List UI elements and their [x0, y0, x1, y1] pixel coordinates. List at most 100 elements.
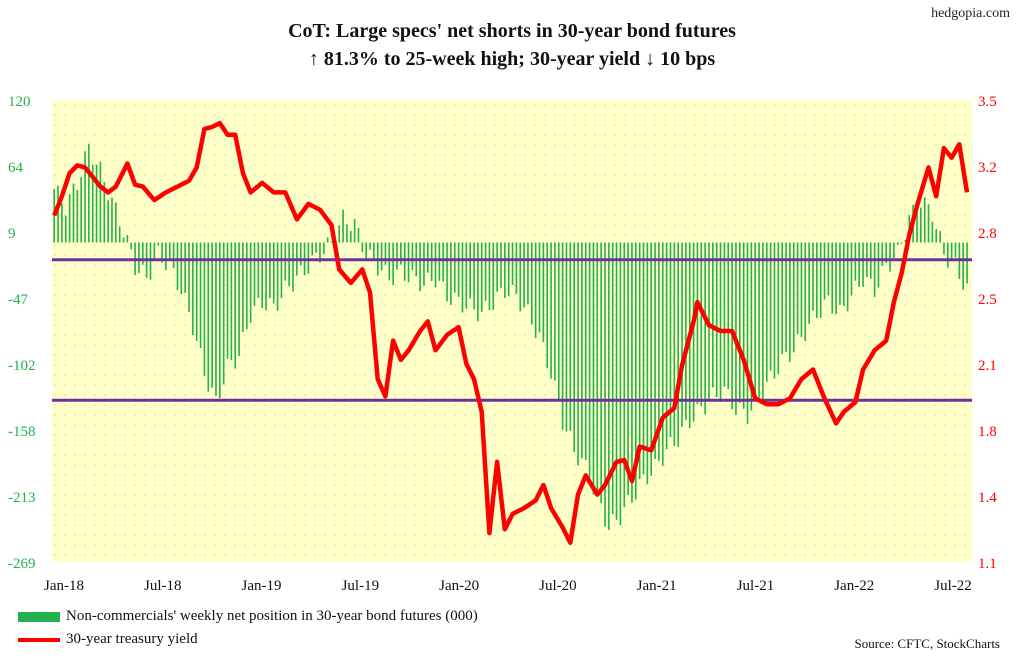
net-position-bar — [307, 242, 310, 274]
net-position-bar — [950, 242, 953, 260]
net-position-bar — [68, 194, 71, 243]
left-tick-label: -47 — [8, 292, 28, 308]
net-position-bar — [496, 242, 498, 292]
net-position-bar — [192, 242, 194, 336]
net-position-bar — [61, 203, 63, 243]
net-position-bar — [785, 242, 787, 353]
net-position-bar — [831, 242, 834, 314]
net-position-bar — [615, 242, 618, 520]
net-position-bar — [176, 242, 179, 291]
net-position-bar — [157, 242, 159, 246]
chart-title: CoT: Large specs' net shorts in 30-year … — [288, 20, 736, 42]
chart-area: 120 64 9 -47 -102 -158 -213 -269 3.5 3.2 2.8 2.5 2.… — [8, 94, 997, 594]
right-tick-label: 3.5 — [978, 94, 997, 110]
net-position-bar — [804, 242, 807, 342]
net-position-bar — [138, 242, 140, 274]
net-position-bar — [511, 242, 514, 286]
net-position-bar — [765, 242, 768, 382]
net-position-bar — [715, 242, 718, 398]
net-position-bars — [53, 143, 968, 530]
net-position-bar — [796, 242, 799, 335]
net-position-bar — [153, 242, 156, 261]
net-position-bar — [920, 207, 922, 243]
right-tick-label: 3.2 — [978, 160, 997, 176]
left-tick-label: 120 — [8, 94, 31, 110]
net-position-bar — [369, 242, 371, 250]
net-position-bar — [577, 242, 579, 466]
net-position-bar — [469, 242, 471, 299]
net-position-bar — [168, 242, 171, 260]
x-tick-label: Jan-19 — [242, 578, 282, 594]
net-position-bar — [704, 242, 706, 415]
net-position-bar — [403, 242, 406, 281]
net-position-bar — [461, 242, 464, 313]
net-position-bar — [453, 242, 456, 293]
net-position-bar — [442, 242, 445, 282]
net-position-bar — [99, 161, 102, 243]
net-position-bar — [184, 242, 186, 293]
net-position-bar — [819, 242, 822, 318]
net-position-bar — [654, 242, 656, 460]
net-position-bar — [161, 242, 163, 263]
net-position-bar — [546, 242, 549, 369]
net-position-bar — [411, 242, 414, 271]
net-position-bar — [550, 242, 552, 379]
net-position-bar — [943, 242, 945, 255]
net-position-bar — [565, 242, 568, 432]
net-position-bar — [877, 242, 880, 288]
legend-item-yield: 30-year treasury yield — [18, 631, 198, 648]
net-position-bar — [935, 229, 938, 243]
legend-item-net-position: Non-commercials' weekly net position in … — [18, 608, 478, 625]
net-position-bar — [627, 242, 629, 496]
net-position-bar — [457, 242, 460, 297]
net-position-bar — [581, 242, 583, 459]
net-position-bar — [850, 242, 853, 296]
net-position-bar — [111, 197, 113, 243]
net-position-bar — [315, 242, 317, 253]
net-position-bar — [754, 242, 757, 394]
net-position-bar — [592, 242, 595, 495]
net-position-bar — [638, 242, 641, 480]
net-position-bar — [962, 242, 964, 290]
net-position-bar — [758, 242, 760, 398]
net-position-bar — [527, 242, 529, 305]
net-position-bar — [665, 242, 668, 450]
net-position-bar — [900, 242, 903, 244]
net-position-bar — [731, 242, 733, 410]
x-tick-label: Jul-19 — [342, 578, 380, 594]
net-position-bar — [195, 242, 198, 341]
net-position-bar — [261, 242, 263, 308]
net-position-bar — [326, 237, 329, 243]
net-position-bar — [88, 143, 90, 243]
right-tick-label: 1.1 — [978, 556, 997, 572]
x-axis-ticks: Jan-18 Jul-18 Jan-19 Jul-19 Jan-20 Jul-20 Jan-… — [44, 578, 972, 594]
net-position-bar — [631, 242, 633, 503]
net-position-bar — [507, 242, 510, 297]
net-position-bar — [858, 242, 861, 287]
x-tick-label: Jul-20 — [539, 578, 577, 594]
reference-lines — [52, 258, 972, 402]
net-position-bar — [64, 215, 67, 243]
legend-swatch-red — [18, 637, 60, 642]
net-position-bar — [230, 242, 233, 361]
net-position-bar — [927, 204, 930, 243]
net-position-bar — [835, 242, 837, 315]
net-position-bar — [500, 242, 502, 288]
net-position-bar — [812, 242, 814, 311]
net-position-bar — [904, 239, 907, 243]
net-position-bar — [199, 242, 202, 349]
yield-line — [52, 120, 970, 546]
net-position-bar — [557, 242, 560, 402]
net-position-bar — [130, 242, 133, 250]
net-position-bar — [658, 242, 660, 461]
net-position-bar — [808, 242, 810, 324]
net-position-bar — [827, 242, 830, 296]
net-position-bar — [269, 242, 271, 299]
net-position-bar — [118, 226, 121, 243]
net-position-bar — [946, 242, 949, 268]
net-position-bar — [885, 242, 887, 263]
net-position-bar — [554, 242, 556, 381]
net-position-bar — [423, 242, 425, 286]
net-position-bar — [854, 242, 857, 281]
net-position-bar — [492, 242, 495, 310]
